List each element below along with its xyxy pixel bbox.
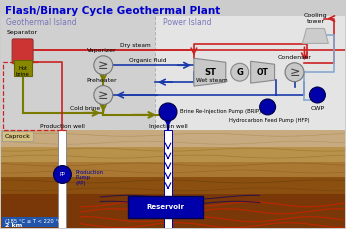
Text: ≥: ≥ [98, 89, 109, 101]
Polygon shape [251, 61, 275, 83]
Text: Cooling
tower: Cooling tower [303, 13, 327, 24]
Text: Geothermal Island: Geothermal Island [6, 18, 76, 27]
Bar [155, 16, 345, 130]
Bar [1, 177, 345, 194]
Bar [1, 162, 345, 177]
Bar [1, 194, 345, 228]
Text: Condenser: Condenser [277, 55, 311, 60]
Text: Dry steam: Dry steam [120, 43, 151, 48]
Text: (185 °C ≤ T < 220 °C): (185 °C ≤ T < 220 °C) [5, 219, 63, 224]
Circle shape [309, 87, 325, 103]
Text: Production
Pump
(PP): Production Pump (PP) [75, 169, 103, 186]
Circle shape [231, 63, 249, 81]
Text: CWP: CWP [310, 106, 325, 111]
Text: ≥: ≥ [98, 59, 109, 72]
Text: Hot
brine: Hot brine [16, 66, 29, 77]
FancyBboxPatch shape [12, 39, 33, 64]
Text: 2 km: 2 km [5, 223, 22, 228]
Circle shape [159, 103, 177, 121]
Bar [164, 130, 172, 228]
Text: Power Island: Power Island [163, 18, 211, 27]
Circle shape [94, 56, 113, 75]
Text: PP: PP [60, 172, 65, 177]
Polygon shape [302, 28, 328, 44]
Text: G: G [236, 68, 243, 77]
Text: Organic fluid: Organic fluid [129, 58, 167, 63]
Circle shape [94, 86, 113, 104]
Bar [58, 130, 66, 228]
Text: Hydrocarbon Feed Pump (HFP): Hydrocarbon Feed Pump (HFP) [229, 118, 310, 123]
FancyBboxPatch shape [2, 131, 33, 141]
Polygon shape [194, 58, 226, 86]
Bar [128, 196, 203, 218]
Bar [1, 16, 155, 130]
Circle shape [260, 99, 275, 115]
Circle shape [285, 63, 304, 82]
Bar [1, 147, 345, 162]
Text: Preheater: Preheater [86, 78, 117, 83]
Text: Separator: Separator [7, 30, 38, 35]
Text: Brine Re-Injection Pump (BRIP): Brine Re-Injection Pump (BRIP) [180, 109, 261, 114]
Text: Cold brine: Cold brine [70, 106, 100, 111]
Text: Production well: Production well [40, 124, 85, 129]
Bar [1, 130, 345, 147]
Text: Reservoir: Reservoir [146, 204, 184, 210]
Text: Injection well: Injection well [149, 124, 188, 129]
Text: ≥: ≥ [289, 66, 300, 79]
Text: OT: OT [257, 68, 268, 77]
FancyBboxPatch shape [2, 217, 58, 227]
Text: Wet steam: Wet steam [196, 78, 228, 83]
Bar [13, 60, 31, 76]
Text: ST: ST [204, 68, 216, 77]
Text: Caprock: Caprock [5, 134, 30, 139]
Text: Vaporizer: Vaporizer [86, 48, 116, 53]
Circle shape [54, 166, 71, 183]
Text: Flash/Binary Cycle Geothermal Plant: Flash/Binary Cycle Geothermal Plant [5, 6, 220, 16]
Bar [1, 16, 345, 130]
